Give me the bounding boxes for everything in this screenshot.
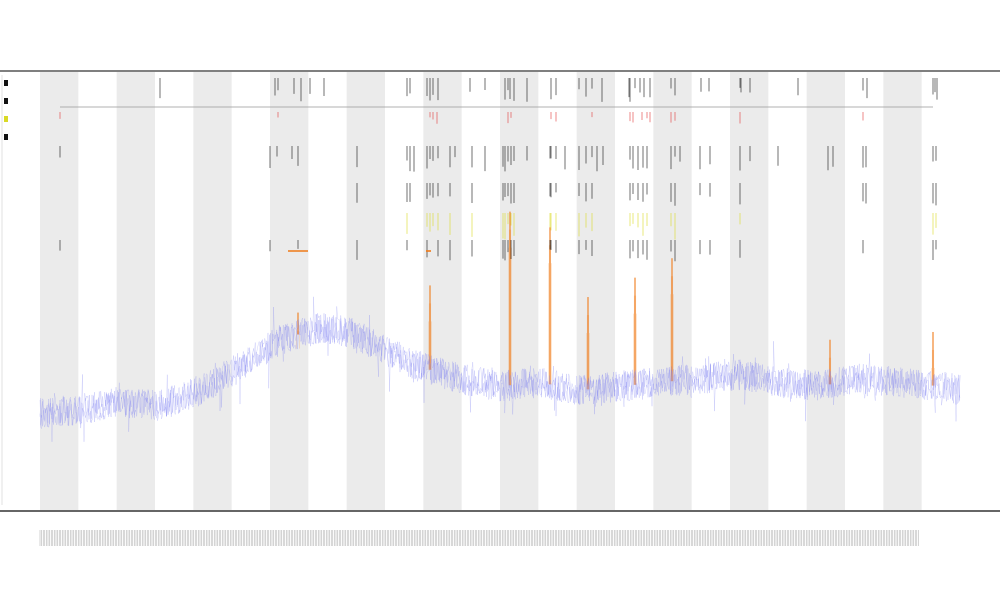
series-line (39, 314, 961, 442)
legend-swatch (4, 80, 8, 86)
chart-band (346, 72, 385, 510)
series-line (39, 296, 961, 442)
chart-band (423, 72, 462, 510)
chart-marks (59, 78, 938, 262)
chart-band (270, 72, 309, 510)
chart-band (193, 72, 232, 510)
chart-band (730, 72, 769, 510)
legend-swatch (4, 116, 8, 122)
legend-swatch (4, 98, 8, 104)
chart-band (40, 72, 79, 510)
series-line (39, 306, 961, 428)
chart-band (576, 72, 615, 510)
chart-bands (40, 72, 922, 510)
chart-band (500, 72, 539, 510)
chart-series (39, 296, 961, 442)
legend-swatch (4, 134, 8, 140)
chart-band (883, 72, 922, 510)
chart-peaks (296, 211, 935, 390)
chart-band (806, 72, 845, 510)
chart-band (116, 72, 155, 510)
chart-axes (0, 70, 1000, 546)
